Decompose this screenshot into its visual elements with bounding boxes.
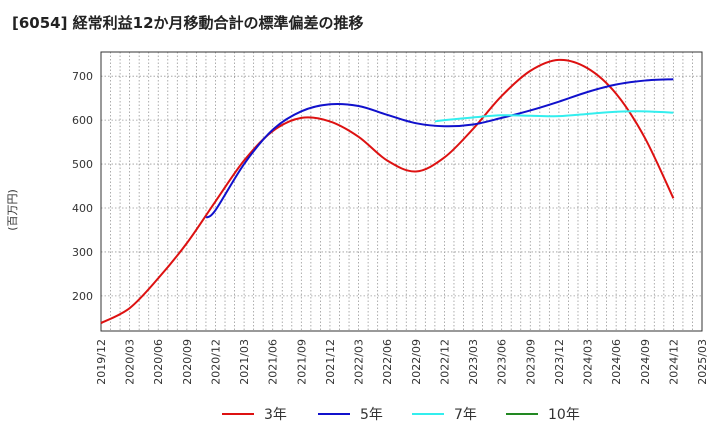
y-tick-label: 300	[72, 246, 93, 259]
x-tick-label: 2024/09	[639, 339, 652, 385]
x-tick-label: 2023/03	[467, 339, 480, 385]
series-line-2	[205, 78, 674, 219]
y-tick-label: 200	[72, 290, 93, 303]
plot-area	[101, 52, 702, 331]
y-tick-label: 600	[72, 114, 93, 127]
x-tick-label: 2022/06	[381, 339, 394, 385]
x-tick-label: 2023/12	[553, 339, 566, 385]
x-tick-label: 2020/09	[181, 339, 194, 385]
x-tick-label: 2019/12	[95, 339, 108, 385]
x-tick-label: 2024/06	[610, 339, 623, 385]
series-line-3	[434, 110, 674, 123]
x-tick-label: 2020/12	[209, 339, 222, 385]
plot-frame	[100, 51, 703, 332]
x-tick-label: 2022/12	[438, 339, 451, 385]
x-tick-label: 2024/12	[667, 339, 680, 385]
x-tick-label: 2021/12	[324, 339, 337, 385]
x-tick-label: 2025/03	[696, 339, 709, 385]
x-tick-label: 2022/03	[353, 339, 366, 385]
x-tick-label: 2021/06	[267, 339, 280, 385]
y-tick-label: 400	[72, 202, 93, 215]
x-tick-label: 2023/06	[496, 339, 509, 385]
legend-label-1: 3年	[264, 407, 287, 423]
y-axis-label: (百万円)	[6, 189, 19, 231]
legend-label-4: 10年	[548, 407, 580, 423]
y-tick-label: 700	[72, 70, 93, 83]
x-tick-label: 2021/03	[238, 339, 251, 385]
legend-label-3: 7年	[454, 407, 477, 423]
x-tick-label: 2021/09	[295, 339, 308, 385]
x-tick-label: 2020/03	[124, 339, 137, 385]
legend-label-2: 5年	[360, 407, 383, 423]
x-tick-label: 2020/06	[152, 339, 165, 385]
x-tick-label: 2022/09	[410, 339, 423, 385]
y-tick-label: 500	[72, 158, 93, 171]
series-line-1	[100, 58, 675, 324]
chart-title: [6054] 経常利益12か月移動合計の標準偏差の推移	[12, 14, 364, 32]
x-tick-label: 2024/03	[582, 339, 595, 385]
x-tick-label: 2023/09	[524, 339, 537, 385]
